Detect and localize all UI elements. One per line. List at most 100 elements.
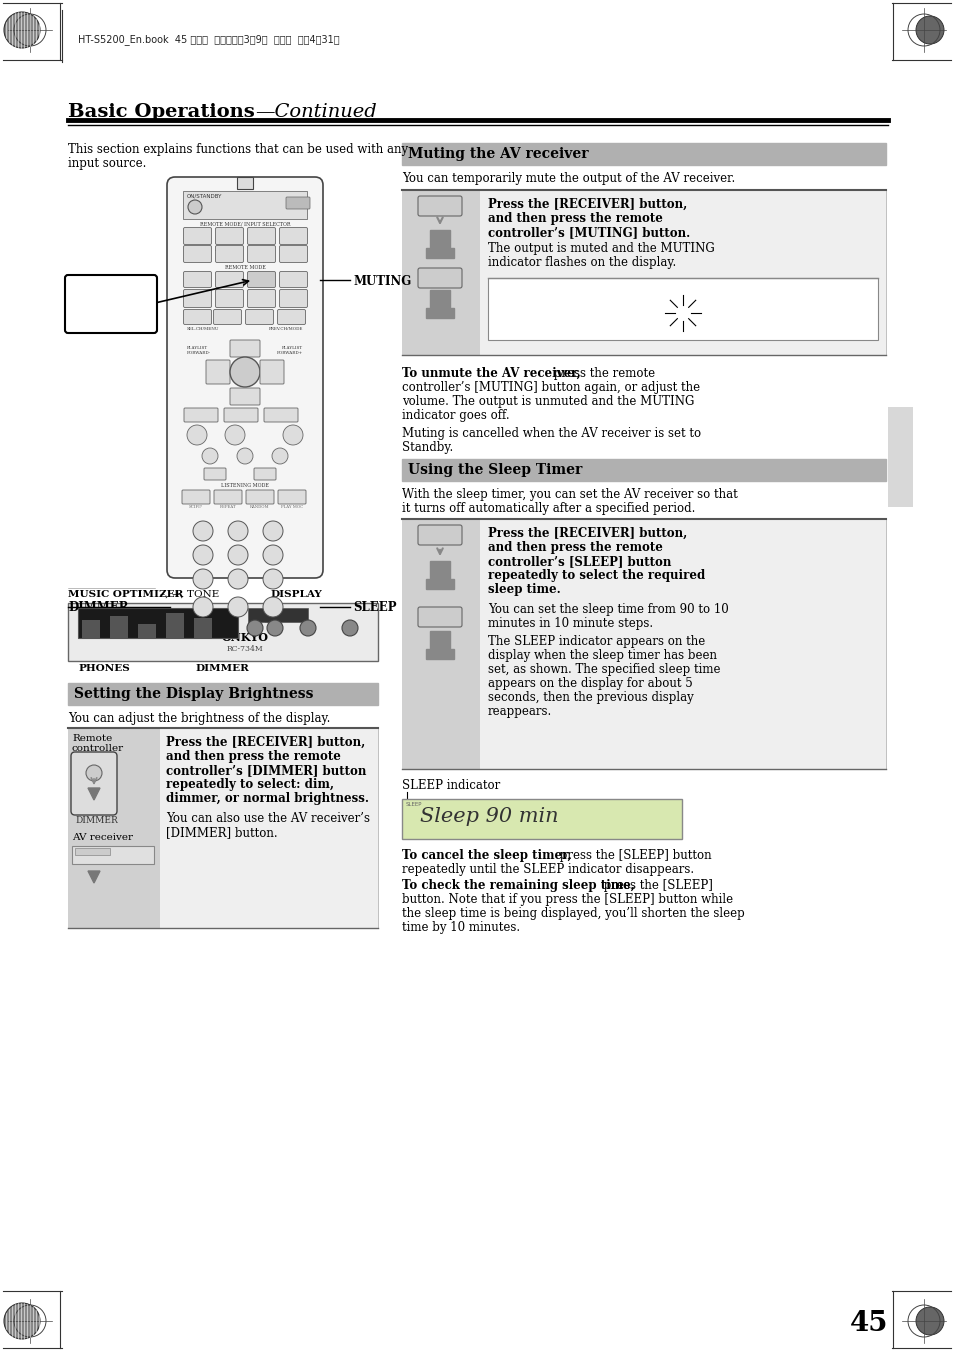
FancyBboxPatch shape <box>260 359 284 384</box>
Text: CD: CD <box>289 232 296 236</box>
FancyBboxPatch shape <box>206 359 230 384</box>
Circle shape <box>202 449 218 463</box>
Text: CBL/
SAT: CBL/ SAT <box>254 232 267 243</box>
FancyBboxPatch shape <box>224 408 257 422</box>
Text: ■: ■ <box>212 470 218 478</box>
FancyBboxPatch shape <box>183 272 212 288</box>
Circle shape <box>247 620 263 636</box>
Bar <box>401 459 885 481</box>
Text: MUTING: MUTING <box>429 273 451 278</box>
Text: Basic Operations: Basic Operations <box>68 103 254 122</box>
Circle shape <box>4 1302 40 1339</box>
FancyBboxPatch shape <box>182 490 210 504</box>
Text: -100: -100 <box>197 604 209 609</box>
Text: seconds, then the previous display: seconds, then the previous display <box>488 690 693 704</box>
Text: repeatedly to select: dim,: repeatedly to select: dim, <box>166 778 334 790</box>
Circle shape <box>299 620 315 636</box>
Text: INPUT: INPUT <box>189 313 205 317</box>
Circle shape <box>230 357 260 386</box>
Text: dimmer, or normal brightness.: dimmer, or normal brightness. <box>166 792 369 805</box>
Circle shape <box>4 12 40 49</box>
FancyBboxPatch shape <box>230 388 260 405</box>
Text: AV receiver: AV receiver <box>71 834 132 842</box>
Text: 4: 4 <box>200 553 205 561</box>
Text: indicator goes off.: indicator goes off. <box>401 409 509 422</box>
Circle shape <box>228 521 248 540</box>
Text: controller’s [MUTING] button.: controller’s [MUTING] button. <box>488 226 690 239</box>
FancyBboxPatch shape <box>277 309 305 324</box>
FancyBboxPatch shape <box>213 490 242 504</box>
FancyBboxPatch shape <box>183 227 212 245</box>
Text: TUNER: TUNER <box>252 250 270 255</box>
FancyBboxPatch shape <box>230 340 260 357</box>
Text: ENTER: ENTER <box>189 276 205 280</box>
Bar <box>248 608 308 621</box>
Text: >: > <box>268 367 275 377</box>
Text: To cancel the sleep timer,: To cancel the sleep timer, <box>401 848 571 862</box>
Text: RE-PLAY: RE-PLAY <box>287 200 309 205</box>
Text: 7: 7 <box>200 576 205 584</box>
Text: PLAYLIST
FORWARD+: PLAYLIST FORWARD+ <box>276 346 303 354</box>
FancyBboxPatch shape <box>417 267 461 288</box>
Bar <box>68 603 377 661</box>
Text: You can set the sleep time from 90 to 10: You can set the sleep time from 90 to 10 <box>488 603 728 616</box>
FancyBboxPatch shape <box>215 289 243 308</box>
FancyBboxPatch shape <box>65 276 157 332</box>
Bar <box>401 519 479 769</box>
Text: SCIFI?: SCIFI? <box>189 505 203 509</box>
Bar <box>166 613 184 638</box>
Text: Remote
controller: Remote controller <box>71 734 124 754</box>
Text: Muting is cancelled when the AV receiver is set to: Muting is cancelled when the AV receiver… <box>401 427 700 440</box>
Text: TV: TV <box>226 276 232 280</box>
Text: press the remote: press the remote <box>550 367 655 380</box>
Text: volume. The output is unmuted and the MUTING: volume. The output is unmuted and the MU… <box>401 394 694 408</box>
Text: LISTENING MODE: LISTENING MODE <box>221 484 269 488</box>
Bar <box>401 190 885 355</box>
FancyBboxPatch shape <box>215 246 243 262</box>
Text: display when the sleep timer has been: display when the sleep timer has been <box>488 648 717 662</box>
Circle shape <box>193 544 213 565</box>
Circle shape <box>228 597 248 617</box>
Text: To unmute the AV receiver,: To unmute the AV receiver, <box>401 367 580 380</box>
Text: This section explains functions that can be used with any: This section explains functions that can… <box>68 143 408 155</box>
Text: controller’s [MUTING] button again, or adjust the: controller’s [MUTING] button again, or a… <box>401 381 700 394</box>
Text: SETUP: SETUP <box>193 411 210 416</box>
Text: RECEIVER: RECEIVER <box>250 276 273 280</box>
Text: PHONES: PHONES <box>78 663 130 673</box>
Text: I/Ω: I/Ω <box>190 204 200 209</box>
FancyBboxPatch shape <box>183 289 212 308</box>
Text: set, as shown. The specified sleep time: set, as shown. The specified sleep time <box>488 663 720 676</box>
Text: STEREO: STEREO <box>283 492 301 496</box>
Text: sleep time.: sleep time. <box>488 584 560 596</box>
FancyBboxPatch shape <box>247 289 275 308</box>
Text: AV/VR: AV/VR <box>286 276 299 280</box>
Text: MODE: MODE <box>233 411 249 416</box>
Text: The output is muted and the MUTING: The output is muted and the MUTING <box>488 242 714 255</box>
Circle shape <box>915 1306 943 1335</box>
Bar <box>401 143 885 165</box>
Text: RETURN: RETURN <box>270 411 292 416</box>
Circle shape <box>193 521 213 540</box>
Text: the sleep time is being displayed, you’ll shorten the sleep: the sleep time is being displayed, you’l… <box>401 907 744 920</box>
Text: ONKYO: ONKYO <box>221 632 268 643</box>
Text: controller’s [SLEEP] button: controller’s [SLEEP] button <box>488 555 671 567</box>
FancyBboxPatch shape <box>167 177 323 578</box>
FancyBboxPatch shape <box>417 526 461 544</box>
Text: controller’s [DIMMER] button: controller’s [DIMMER] button <box>166 765 366 777</box>
Text: —Continued: —Continued <box>254 103 376 122</box>
FancyBboxPatch shape <box>417 196 461 216</box>
Text: TV
VOL: TV VOL <box>224 295 234 305</box>
Text: HT-S5200_En.book  45 ページ  ２００９年3月9日  月曜日  午後4時31分: HT-S5200_En.book 45 ページ ２００９年3月9日 月曜日 午後… <box>78 34 339 45</box>
Text: Using the Sleep Timer: Using the Sleep Timer <box>408 463 581 477</box>
FancyBboxPatch shape <box>204 467 226 480</box>
Text: To check the remaining sleep time,: To check the remaining sleep time, <box>401 880 634 892</box>
Text: SEL.CH/MENU: SEL.CH/MENU <box>187 327 219 331</box>
Bar <box>82 620 100 638</box>
Polygon shape <box>426 290 454 317</box>
Text: MUTING: MUTING <box>353 276 411 288</box>
Text: repeatedly until the SLEEP indicator disappears.: repeatedly until the SLEEP indicator dis… <box>401 863 694 875</box>
Text: You can adjust the brightness of the display.: You can adjust the brightness of the dis… <box>68 712 330 725</box>
Text: DIMMER: DIMMER <box>192 619 214 624</box>
Text: AUX: AUX <box>192 250 202 255</box>
Bar <box>71 846 153 865</box>
